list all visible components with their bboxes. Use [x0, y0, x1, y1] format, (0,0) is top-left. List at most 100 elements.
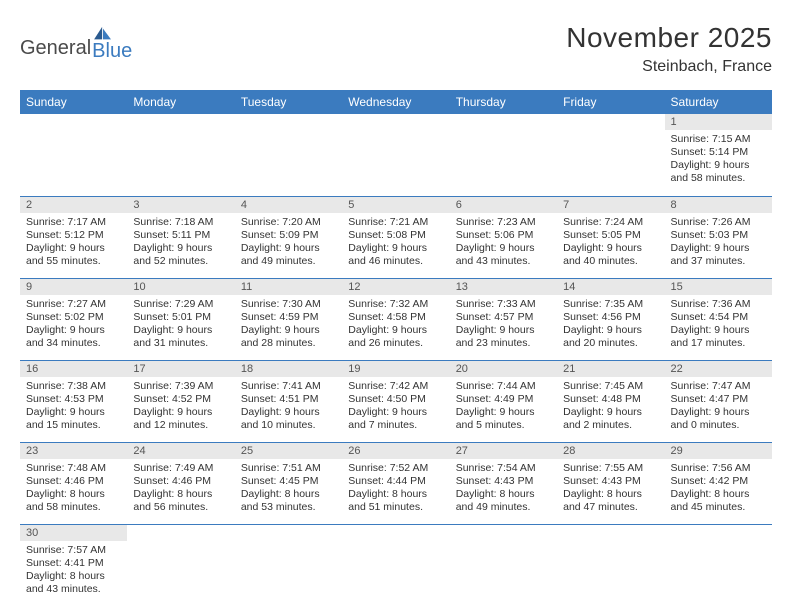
calendar-cell: 17Sunrise: 7:39 AMSunset: 4:52 PMDayligh… — [127, 360, 234, 442]
sunrise-line: Sunrise: 7:30 AM — [241, 298, 336, 311]
day-number: 27 — [450, 443, 557, 459]
sunset-line: Sunset: 4:49 PM — [456, 393, 551, 406]
day-details: Sunrise: 7:26 AMSunset: 5:03 PMDaylight:… — [665, 213, 772, 272]
day-details: Sunrise: 7:39 AMSunset: 4:52 PMDaylight:… — [127, 377, 234, 436]
title-block: November 2025 Steinbach, France — [566, 22, 772, 76]
daylight-line: Daylight: 9 hours and 55 minutes. — [26, 242, 121, 268]
sunrise-line: Sunrise: 7:45 AM — [563, 380, 658, 393]
calendar-row: 30Sunrise: 7:57 AMSunset: 4:41 PMDayligh… — [20, 524, 772, 606]
day-number: 5 — [342, 197, 449, 213]
sunrise-line: Sunrise: 7:47 AM — [671, 380, 766, 393]
sunrise-line: Sunrise: 7:29 AM — [133, 298, 228, 311]
daylight-line: Daylight: 9 hours and 31 minutes. — [133, 324, 228, 350]
sunset-line: Sunset: 5:01 PM — [133, 311, 228, 324]
calendar-cell: 23Sunrise: 7:48 AMSunset: 4:46 PMDayligh… — [20, 442, 127, 524]
sunrise-line: Sunrise: 7:42 AM — [348, 380, 443, 393]
day-number: 12 — [342, 279, 449, 295]
calendar-cell-empty — [235, 114, 342, 196]
day-details: Sunrise: 7:52 AMSunset: 4:44 PMDaylight:… — [342, 459, 449, 518]
day-number: 14 — [557, 279, 664, 295]
sunset-line: Sunset: 4:51 PM — [241, 393, 336, 406]
day-details: Sunrise: 7:55 AMSunset: 4:43 PMDaylight:… — [557, 459, 664, 518]
day-number: 25 — [235, 443, 342, 459]
sunset-line: Sunset: 5:02 PM — [26, 311, 121, 324]
daylight-line: Daylight: 9 hours and 0 minutes. — [671, 406, 766, 432]
day-details: Sunrise: 7:18 AMSunset: 5:11 PMDaylight:… — [127, 213, 234, 272]
daylight-line: Daylight: 9 hours and 23 minutes. — [456, 324, 551, 350]
calendar-cell: 2Sunrise: 7:17 AMSunset: 5:12 PMDaylight… — [20, 196, 127, 278]
day-details: Sunrise: 7:42 AMSunset: 4:50 PMDaylight:… — [342, 377, 449, 436]
daylight-line: Daylight: 9 hours and 7 minutes. — [348, 406, 443, 432]
day-details: Sunrise: 7:35 AMSunset: 4:56 PMDaylight:… — [557, 295, 664, 354]
sunset-line: Sunset: 4:44 PM — [348, 475, 443, 488]
calendar-cell-empty — [450, 114, 557, 196]
sunrise-line: Sunrise: 7:36 AM — [671, 298, 766, 311]
daylight-line: Daylight: 9 hours and 49 minutes. — [241, 242, 336, 268]
daylight-line: Daylight: 9 hours and 34 minutes. — [26, 324, 121, 350]
day-details: Sunrise: 7:56 AMSunset: 4:42 PMDaylight:… — [665, 459, 772, 518]
sunrise-line: Sunrise: 7:49 AM — [133, 462, 228, 475]
logo-text-blue: Blue — [92, 42, 132, 60]
daylight-line: Daylight: 9 hours and 28 minutes. — [241, 324, 336, 350]
sunrise-line: Sunrise: 7:32 AM — [348, 298, 443, 311]
sunrise-line: Sunrise: 7:38 AM — [26, 380, 121, 393]
sunset-line: Sunset: 5:05 PM — [563, 229, 658, 242]
calendar-cell: 21Sunrise: 7:45 AMSunset: 4:48 PMDayligh… — [557, 360, 664, 442]
day-details: Sunrise: 7:54 AMSunset: 4:43 PMDaylight:… — [450, 459, 557, 518]
calendar-cell: 10Sunrise: 7:29 AMSunset: 5:01 PMDayligh… — [127, 278, 234, 360]
sunset-line: Sunset: 4:47 PM — [671, 393, 766, 406]
day-number: 17 — [127, 361, 234, 377]
daylight-line: Daylight: 8 hours and 43 minutes. — [26, 570, 121, 596]
day-number: 1 — [665, 114, 772, 130]
calendar-cell: 30Sunrise: 7:57 AMSunset: 4:41 PMDayligh… — [20, 524, 127, 606]
day-number: 4 — [235, 197, 342, 213]
sunset-line: Sunset: 5:06 PM — [456, 229, 551, 242]
sunset-line: Sunset: 4:43 PM — [563, 475, 658, 488]
calendar-row: 23Sunrise: 7:48 AMSunset: 4:46 PMDayligh… — [20, 442, 772, 524]
day-details: Sunrise: 7:49 AMSunset: 4:46 PMDaylight:… — [127, 459, 234, 518]
day-number: 13 — [450, 279, 557, 295]
sunrise-line: Sunrise: 7:52 AM — [348, 462, 443, 475]
sunset-line: Sunset: 5:08 PM — [348, 229, 443, 242]
calendar-cell-empty — [342, 524, 449, 606]
day-number: 20 — [450, 361, 557, 377]
day-number: 23 — [20, 443, 127, 459]
daylight-line: Daylight: 9 hours and 26 minutes. — [348, 324, 443, 350]
sunrise-line: Sunrise: 7:55 AM — [563, 462, 658, 475]
daylight-line: Daylight: 9 hours and 58 minutes. — [671, 159, 766, 185]
sunset-line: Sunset: 4:53 PM — [26, 393, 121, 406]
day-number: 9 — [20, 279, 127, 295]
calendar-cell: 26Sunrise: 7:52 AMSunset: 4:44 PMDayligh… — [342, 442, 449, 524]
weekday-header: Wednesday — [342, 90, 449, 114]
day-number: 7 — [557, 197, 664, 213]
day-details: Sunrise: 7:41 AMSunset: 4:51 PMDaylight:… — [235, 377, 342, 436]
sunset-line: Sunset: 5:03 PM — [671, 229, 766, 242]
sunset-line: Sunset: 4:43 PM — [456, 475, 551, 488]
daylight-line: Daylight: 9 hours and 2 minutes. — [563, 406, 658, 432]
calendar-cell-empty — [20, 114, 127, 196]
day-number: 15 — [665, 279, 772, 295]
calendar-body: 1Sunrise: 7:15 AMSunset: 5:14 PMDaylight… — [20, 114, 772, 606]
day-details: Sunrise: 7:29 AMSunset: 5:01 PMDaylight:… — [127, 295, 234, 354]
day-number: 8 — [665, 197, 772, 213]
day-details: Sunrise: 7:24 AMSunset: 5:05 PMDaylight:… — [557, 213, 664, 272]
day-number: 26 — [342, 443, 449, 459]
header: GeneralBlue November 2025 Steinbach, Fra… — [20, 22, 772, 76]
sunset-line: Sunset: 4:41 PM — [26, 557, 121, 570]
daylight-line: Daylight: 9 hours and 15 minutes. — [26, 406, 121, 432]
sunrise-line: Sunrise: 7:24 AM — [563, 216, 658, 229]
sunset-line: Sunset: 4:45 PM — [241, 475, 336, 488]
daylight-line: Daylight: 8 hours and 45 minutes. — [671, 488, 766, 514]
calendar-cell: 25Sunrise: 7:51 AMSunset: 4:45 PMDayligh… — [235, 442, 342, 524]
sunrise-line: Sunrise: 7:27 AM — [26, 298, 121, 311]
calendar-row: 9Sunrise: 7:27 AMSunset: 5:02 PMDaylight… — [20, 278, 772, 360]
weekday-header: Saturday — [665, 90, 772, 114]
sunrise-line: Sunrise: 7:18 AM — [133, 216, 228, 229]
calendar-cell: 22Sunrise: 7:47 AMSunset: 4:47 PMDayligh… — [665, 360, 772, 442]
month-title: November 2025 — [566, 22, 772, 54]
daylight-line: Daylight: 8 hours and 53 minutes. — [241, 488, 336, 514]
calendar-cell-empty — [127, 114, 234, 196]
day-details: Sunrise: 7:21 AMSunset: 5:08 PMDaylight:… — [342, 213, 449, 272]
sunset-line: Sunset: 4:57 PM — [456, 311, 551, 324]
logo-text-general: General — [20, 37, 91, 60]
